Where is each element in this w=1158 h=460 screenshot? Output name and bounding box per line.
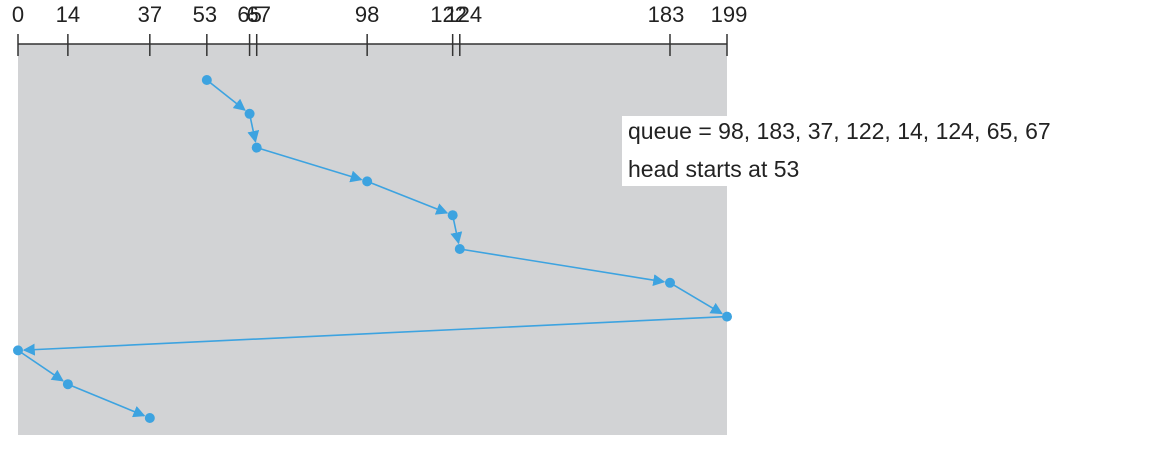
head-move-segment [459, 248, 666, 287]
request-point-124 [454, 244, 465, 254]
tick-label-122: 122 [430, 2, 467, 27]
tick-label-65: 65 [237, 2, 261, 27]
head-move-segment [366, 180, 449, 215]
request-point-122 [447, 210, 458, 221]
request-points [13, 75, 732, 423]
tick-label-124: 124 [445, 2, 482, 27]
request-point-183 [664, 277, 675, 288]
queue-info-box [622, 116, 1127, 186]
tick-label-199: 199 [711, 2, 748, 27]
head-move-segment [256, 146, 363, 183]
tick-label-37: 37 [138, 2, 162, 27]
head-move-segment [17, 349, 64, 382]
request-point-98 [362, 176, 373, 187]
tick-label-14: 14 [56, 2, 80, 27]
request-point-37 [144, 413, 155, 423]
request-point-67 [251, 142, 262, 153]
request-point-199 [722, 311, 732, 322]
request-point-53 [201, 75, 212, 85]
head-move-segment [22, 315, 728, 356]
queue-text: queue = 98, 183, 37, 122, 14, 124, 65, 6… [628, 118, 1051, 144]
head-start-text: head starts at 53 [628, 156, 800, 182]
tick-label-53: 53 [193, 2, 217, 27]
request-point-65 [244, 108, 255, 119]
cylinder-panel [18, 44, 727, 435]
tick-label-0: 0 [12, 2, 24, 27]
request-point-0 [13, 345, 23, 356]
head-move-segment [669, 282, 723, 315]
tick-label-67: 67 [246, 2, 270, 27]
request-point-14 [62, 379, 73, 390]
tick-label-183: 183 [648, 2, 685, 27]
tick-label-98: 98 [355, 2, 379, 27]
head-move-segment [206, 79, 246, 111]
head-move-segment [67, 383, 146, 418]
